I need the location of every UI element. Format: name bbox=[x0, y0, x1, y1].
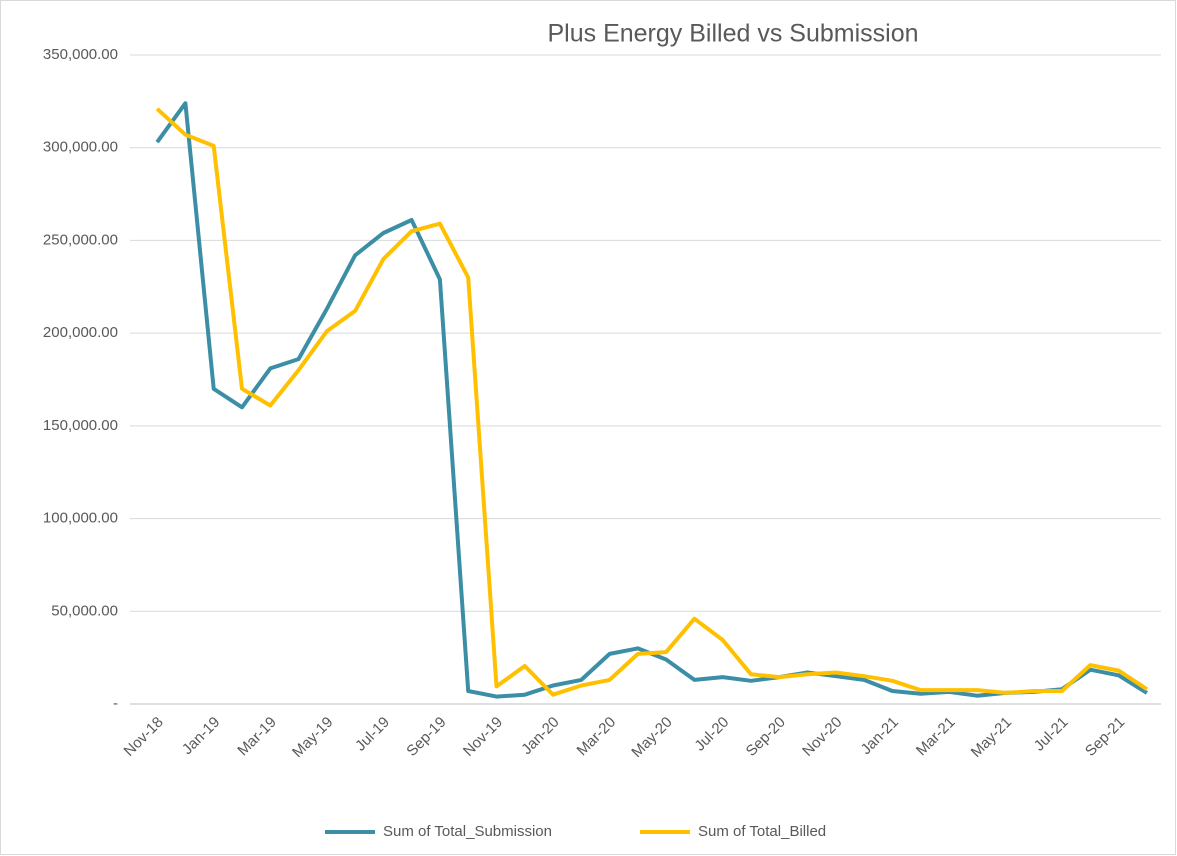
chart-title: Plus Energy Billed vs Submission bbox=[548, 20, 919, 48]
y-tick-label: 150,000.00 bbox=[43, 417, 118, 434]
series-line bbox=[155, 107, 1148, 697]
y-tick-label: 200,000.00 bbox=[43, 324, 118, 341]
y-tick-label: 100,000.00 bbox=[43, 510, 118, 527]
legend-label: Sum of Total_Billed bbox=[698, 823, 826, 840]
legend-label: Sum of Total_Submission bbox=[383, 823, 552, 840]
y-tick-label: 50,000.00 bbox=[51, 602, 118, 619]
y-tick-label: - bbox=[113, 695, 118, 712]
y-tick-label: 350,000.00 bbox=[43, 46, 118, 63]
y-tick-label: 250,000.00 bbox=[43, 231, 118, 248]
y-tick-label: 300,000.00 bbox=[43, 139, 118, 156]
